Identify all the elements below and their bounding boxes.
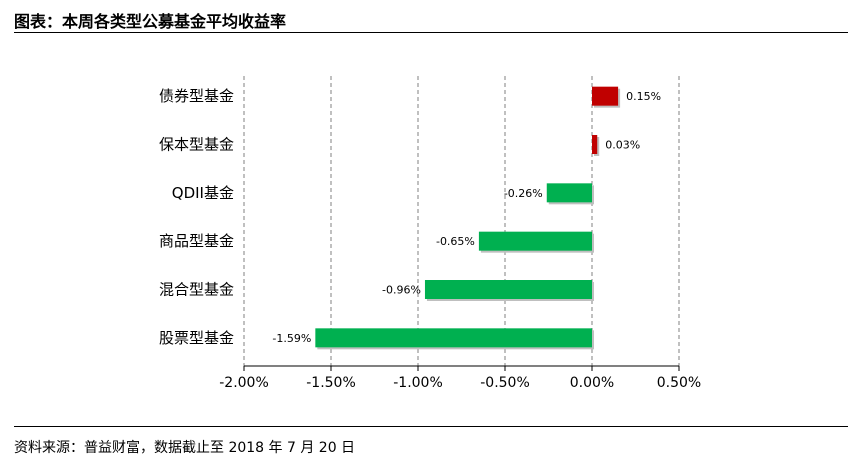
- chart-title: 图表：本周各类型公募基金平均收益率: [14, 12, 287, 31]
- bar: [424, 280, 592, 299]
- bar: [546, 183, 592, 203]
- bar: [315, 328, 592, 348]
- data-label: -0.26%: [504, 187, 543, 200]
- x-tick-label: -0.50%: [480, 375, 530, 391]
- category-label: 混合型基金: [159, 281, 234, 299]
- source-note: 资料来源：普益财富，数据截止至 2018 年 7 月 20 日: [14, 440, 356, 456]
- data-label: -1.59%: [272, 332, 311, 345]
- bar: [592, 86, 619, 106]
- category-label: 商品型基金: [159, 232, 234, 250]
- category-label: QDII基金: [172, 184, 234, 202]
- category-label: 债券型基金: [159, 87, 234, 105]
- x-tick-label: 0.00%: [570, 375, 614, 391]
- x-tick-label: -1.00%: [393, 375, 443, 391]
- data-label: 0.15%: [626, 90, 661, 103]
- chart-footer: 资料来源：普益财富，数据截止至 2018 年 7 月 20 日: [14, 426, 848, 459]
- bar: [592, 135, 598, 154]
- x-tick-label: -2.00%: [219, 375, 269, 391]
- x-tick-label: -1.50%: [306, 375, 356, 391]
- data-label: -0.96%: [382, 284, 421, 297]
- data-label: 0.03%: [605, 139, 640, 152]
- x-tick-label: 0.50%: [657, 375, 701, 391]
- category-label: 保本型基金: [159, 136, 234, 154]
- bar: [478, 231, 592, 251]
- data-label: -0.65%: [436, 235, 475, 248]
- category-label: 股票型基金: [159, 329, 234, 347]
- chart-header: 图表：本周各类型公募基金平均收益率: [14, 6, 848, 33]
